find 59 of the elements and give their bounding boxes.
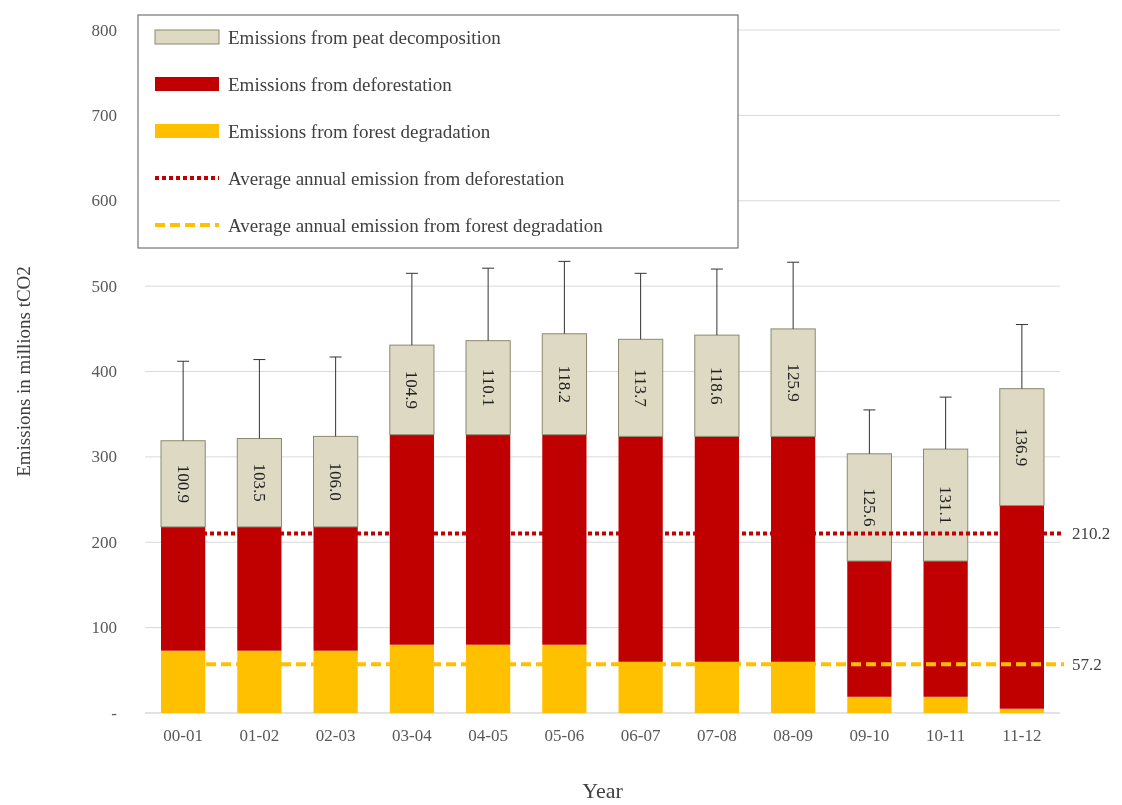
data-label: 110.1: [478, 368, 498, 407]
x-tick-label: 10-11: [926, 726, 966, 745]
legend-label: Emissions from deforestation: [228, 73, 453, 95]
bar: [313, 435, 359, 528]
x-tick-label: 03-04: [392, 726, 433, 745]
bar: [389, 344, 435, 436]
x-tick-label: 02-03: [315, 726, 356, 745]
annotation: 57.2: [1071, 654, 1102, 674]
y-tick-label: 300: [91, 447, 117, 467]
bar: [160, 440, 206, 528]
x-tick-label: 06-07: [620, 726, 661, 745]
data-label: 118.6: [707, 366, 727, 405]
bar: [923, 696, 968, 713]
data-label: 103.5: [249, 463, 269, 502]
bar: [923, 561, 968, 697]
legend-label: Emissions from forest degradation: [228, 120, 491, 142]
x-tick-label: 04-05: [468, 726, 508, 745]
x-tick-label: 11-12: [1002, 726, 1042, 745]
bar: [846, 453, 892, 562]
annotation: 210.2: [1071, 524, 1111, 544]
x-tick-label: 07-08: [697, 726, 737, 745]
y-tick-label: -: [111, 703, 118, 723]
data-label: 118.2: [554, 365, 574, 404]
x-tick-label: 01-02: [239, 726, 280, 745]
y-tick-label: 100: [91, 618, 117, 638]
data-label: 131.1: [936, 485, 956, 525]
bar: [694, 334, 740, 437]
bar: [465, 340, 511, 436]
y-tick-label: 800: [91, 20, 117, 40]
data-label: 125.6: [859, 488, 879, 527]
y-tick-label: 700: [91, 105, 117, 125]
x-tick-label: 05-06: [544, 726, 585, 745]
x-tick-label: 08-09: [773, 726, 813, 745]
bar: [770, 328, 816, 437]
x-axis-title: Year: [582, 778, 624, 803]
data-label: 125.9: [783, 363, 803, 402]
data-label: 104.9: [402, 370, 422, 410]
bar: [999, 388, 1045, 507]
bar: [847, 561, 892, 697]
y-tick-label: 400: [91, 362, 117, 381]
bar: [923, 448, 969, 562]
y-axis-title: Emissions in millions tCO2: [13, 266, 34, 477]
data-label: 136.9: [1012, 427, 1032, 467]
bar: [541, 333, 587, 436]
data-label: 106.0: [326, 462, 346, 501]
legend-label: Average annual emission from forest degradation: [228, 214, 604, 236]
legend-label: Average annual emission from deforestation: [228, 167, 565, 189]
bar: [847, 696, 892, 713]
y-tick-label: 600: [91, 191, 117, 211]
data-label: 100.9: [173, 464, 193, 503]
y-tick-label: 200: [91, 532, 117, 552]
x-tick-label: 00-01: [163, 726, 203, 745]
x-tick-label: 09-10: [849, 726, 890, 745]
bar: [999, 708, 1044, 713]
y-tick-label: 500: [91, 276, 117, 296]
bar: [236, 438, 282, 528]
legend-label: Emissions from peat decomposition: [228, 26, 502, 48]
data-label: 113.7: [631, 369, 651, 408]
bar: [618, 338, 664, 437]
